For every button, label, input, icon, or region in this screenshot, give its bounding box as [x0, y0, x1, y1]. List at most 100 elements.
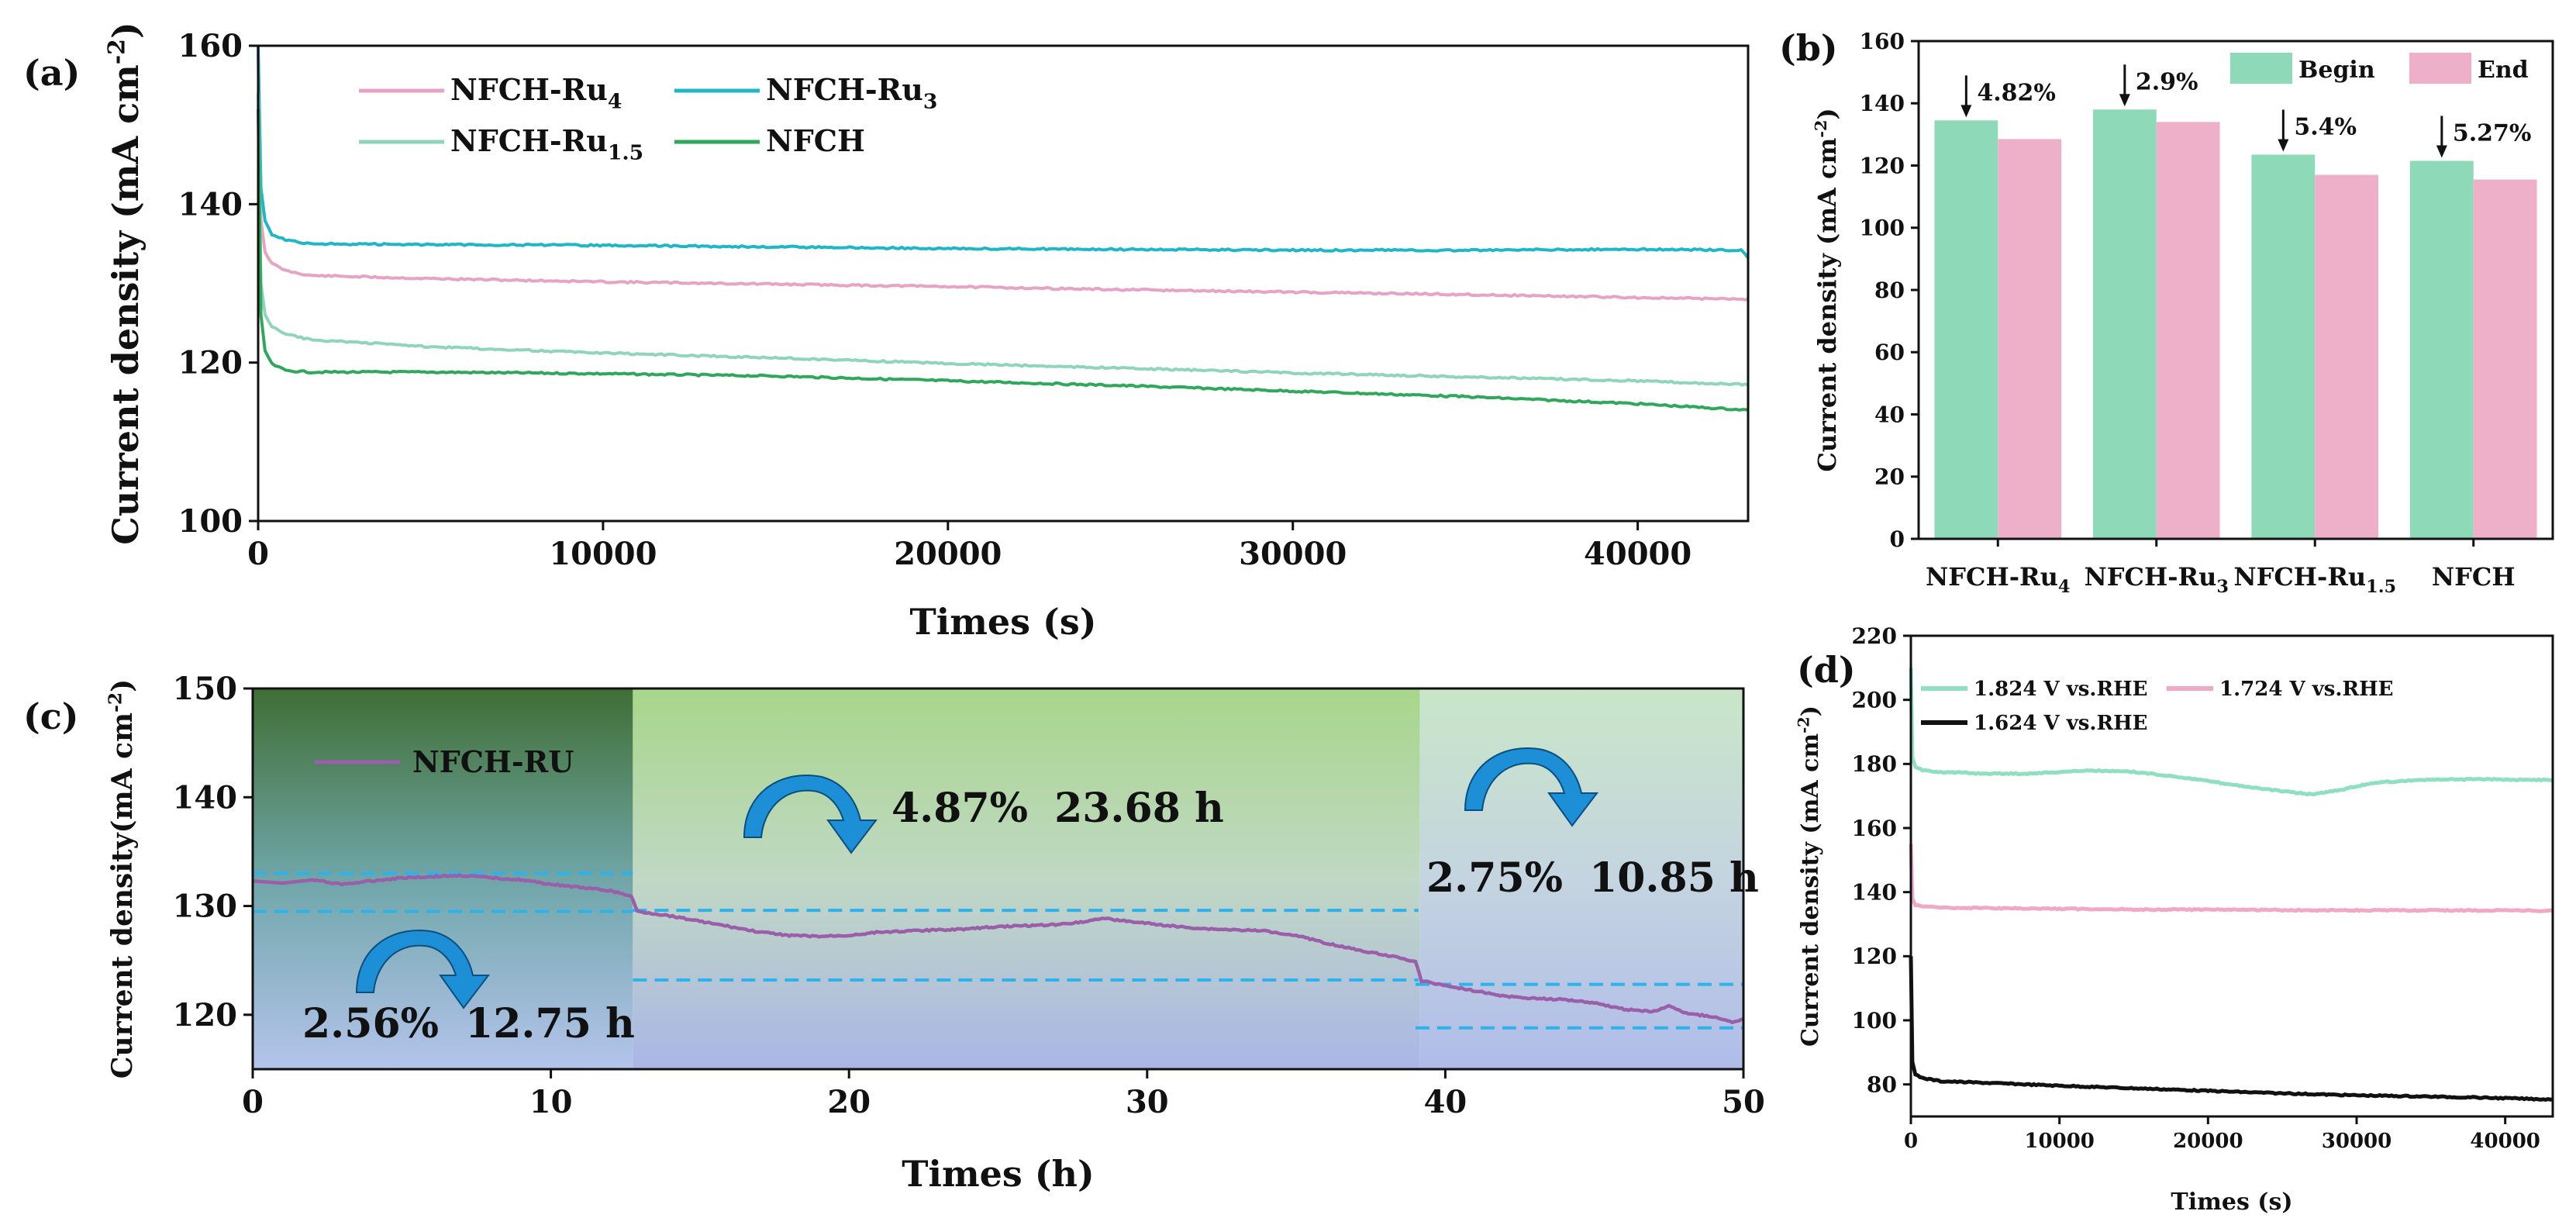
bar-end-0: [1998, 139, 2062, 540]
x-tick-label: 20000: [2173, 1130, 2243, 1153]
y-axis-label: Current density (mA cm-2): [1811, 108, 1842, 471]
y-axis-label: Current density (mA cm-2): [1795, 706, 1824, 1047]
series-line-ru4: [257, 53, 1749, 302]
legend-label-nfch-ru: NFCH-RU: [412, 744, 574, 779]
curved-arrow-2: [743, 775, 878, 854]
x-tick-label: 30000: [2322, 1130, 2392, 1153]
x-tick-label: 30000: [1239, 536, 1347, 572]
x-axis-label: Times (h): [902, 1153, 1095, 1195]
legend-label-ru3-sub: 3: [923, 90, 938, 114]
x-tick-label: 10000: [2024, 1130, 2094, 1153]
drop-percent-label: 5.4%: [2294, 113, 2357, 140]
x-tick-label: 10: [529, 1084, 573, 1120]
x-tick-label: 0: [1904, 1130, 1918, 1153]
panel-d: (d) 0 10000 20000 30000 40000 80 100 120 140 160 18…: [1795, 623, 2554, 1216]
y-axis-label: Current density (mA cm-2): [104, 22, 147, 545]
drop-percent-label: 4.82%: [1977, 79, 2056, 106]
x-category-label-3: NFCH: [2432, 562, 2516, 592]
y-tick-label: 160: [1860, 29, 1905, 54]
y-tick-label: 130: [173, 889, 238, 925]
y-tick-label: 220: [1852, 623, 1897, 649]
legend-label-ru15: NFCH-Ru1.5: [450, 123, 643, 165]
y-label-sup: -2: [104, 39, 131, 64]
stage-time: 10.85 h: [1589, 854, 1759, 902]
x-tick-label: 40000: [2470, 1130, 2540, 1153]
x-category-label-3-name: NFCH: [2432, 562, 2516, 592]
legend-label-end: End: [2478, 57, 2529, 84]
y-tick-label: 80: [1867, 1071, 1897, 1097]
y-tick-label: 180: [1852, 751, 1897, 777]
curved-arrow-icon: [743, 775, 878, 854]
legend-d: 1.824 V vs.RHE 1.724 V vs.RHE 1.624 V vs.R…: [1921, 678, 2393, 735]
legend-label-1: 1.724 V vs.RHE: [2219, 678, 2393, 701]
legend-label-ru3: NFCH-Ru3: [766, 72, 937, 114]
y-label-sup: -2: [1795, 716, 1813, 733]
stage-background-3: [1419, 688, 1743, 1069]
x-category-label-0-name: NFCH-Ru: [1926, 562, 2058, 592]
legend-label-nfch: NFCH: [766, 123, 865, 158]
panel-b: (b)4.82%NFCH-Ru42.9%NFCH-Ru35.4%NFCH-Ru1…: [1779, 27, 2554, 597]
legend-label-ru15-name: NFCH-Ru: [450, 123, 608, 158]
x-category-label-1: NFCH-Ru3: [2085, 562, 2229, 597]
curved-arrow-icon: [355, 930, 491, 1009]
bar-end-2: [2315, 174, 2379, 539]
x-tick-label: 40000: [1584, 536, 1691, 572]
legend-label-ru3-name: NFCH-Ru: [766, 72, 923, 107]
drop-arrow-head: [1960, 105, 1972, 118]
y-tick-label: 140: [1852, 879, 1897, 905]
legend-label-begin: Begin: [2298, 57, 2375, 84]
y-tick-label: 80: [1874, 278, 1905, 303]
y-tick-label: 140: [178, 186, 243, 223]
stage-time: 23.68 h: [1054, 785, 1224, 832]
y-label-main: Current density (mA cm: [1797, 733, 1824, 1047]
curved-arrow-icon: [1464, 747, 1599, 827]
legend-label-ru4-sub: 4: [608, 90, 622, 114]
panel-label-d: (d): [1797, 649, 1856, 691]
plot-frame: [251, 687, 1745, 1071]
y-tick-label: 20: [1874, 464, 1905, 490]
legend-label-ru4: NFCH-Ru4: [450, 72, 622, 114]
x-category-label-2-sub: 1.5: [2366, 577, 2396, 597]
stage-percent: 2.56%: [302, 1000, 439, 1047]
y-tick-label: 160: [178, 28, 243, 64]
y-label-sup: -2: [104, 692, 126, 713]
x-axis-label: Times (s): [910, 601, 1097, 643]
drop-arrow-head: [2436, 145, 2447, 158]
stage-annotation-3: 2.75% 10.85 h: [1426, 854, 1759, 902]
series-line-2: [1909, 956, 2554, 1102]
y-tick-label: 140: [1860, 91, 1905, 116]
panel-c: (c) 0 10 20 30 40 50 120 130 140 150 Times (h) Curre…: [23, 671, 1765, 1195]
y-tick-label: 120: [173, 997, 238, 1033]
stage-annotation-1: 2.56% 12.75 h: [302, 1000, 635, 1047]
legend-label-ru15-sub: 1.5: [608, 141, 643, 165]
y-label-close: ): [106, 679, 139, 692]
legend-swatch-end: [2409, 53, 2471, 84]
series-line-1: [1909, 844, 2554, 913]
legend-label-nfch-name: NFCH: [766, 123, 865, 158]
legend-swatch-begin: [2230, 53, 2292, 84]
y-tick-label: 200: [1852, 687, 1897, 713]
y-tick-label: 120: [1852, 944, 1897, 969]
series-line-nfch: [257, 109, 1749, 412]
stage-background-2: [633, 688, 1420, 1069]
drop-percent-label: 5.27%: [2453, 119, 2532, 147]
panel-a: (a) 0 10000 20000 30000 40000 100 120 140 160 Time…: [23, 22, 1750, 643]
bar-begin-3: [2409, 160, 2474, 539]
x-tick-label: 20000: [894, 536, 1002, 572]
x-tick-label: 10000: [549, 536, 657, 572]
panel-label-a: (a): [23, 52, 80, 94]
y-label-close: ): [1797, 706, 1824, 716]
legend-label-2: 1.624 V vs.RHE: [1974, 712, 2147, 735]
bar-end-1: [2156, 122, 2220, 539]
y-label-close: ): [105, 22, 147, 39]
x-category-label-2: NFCH-Ru1.5: [2233, 562, 2396, 597]
drop-percent-label: 2.9%: [2136, 68, 2198, 95]
series-line-ru15: [257, 93, 1749, 387]
y-label-main: Current density(mA cm: [106, 713, 139, 1078]
y-label-sup: -2: [1811, 120, 1830, 138]
x-category-label-0-sub: 4: [2058, 577, 2071, 597]
y-tick-label: 100: [1852, 1008, 1897, 1033]
y-tick-label: 140: [173, 779, 238, 816]
bar-begin-2: [2251, 154, 2316, 540]
